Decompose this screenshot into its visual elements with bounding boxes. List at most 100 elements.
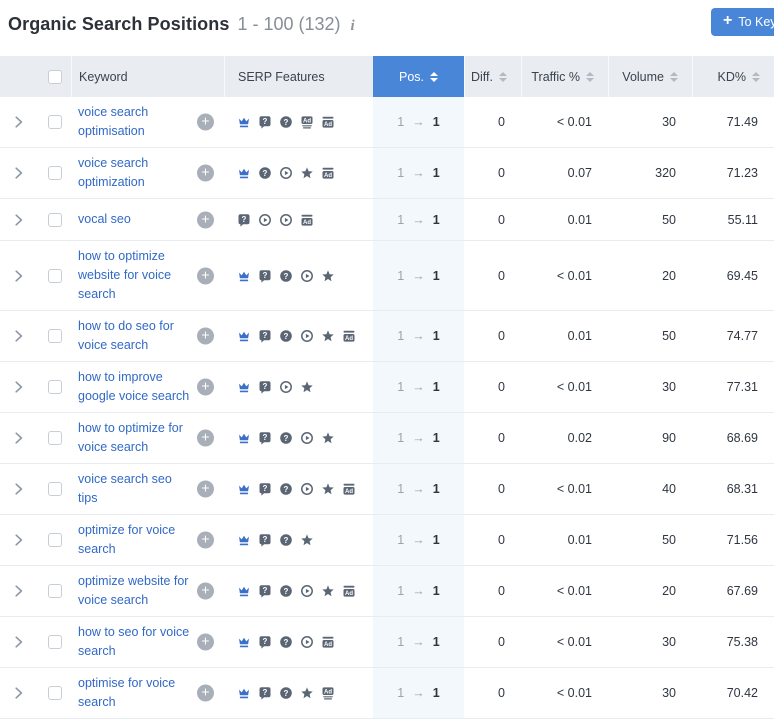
diff-cell: 0 bbox=[498, 584, 505, 598]
faq-icon: ? bbox=[259, 167, 271, 179]
keyword-link[interactable]: voice search optimization bbox=[78, 156, 149, 189]
keyword-link[interactable]: how to do seo for voice search bbox=[78, 319, 174, 352]
add-keyword-button[interactable]: + bbox=[197, 531, 214, 549]
chevron-right-icon[interactable] bbox=[15, 534, 23, 546]
column-header-diff[interactable]: Diff. bbox=[464, 56, 521, 97]
featured-snippet-icon bbox=[239, 484, 249, 495]
chevron-right-icon[interactable] bbox=[15, 432, 23, 444]
expand-row-cell bbox=[0, 566, 38, 616]
keyword-link[interactable]: optimize website for voice search bbox=[78, 574, 189, 607]
sort-icon bbox=[430, 71, 438, 82]
keyword-link[interactable]: voice search seo tips bbox=[78, 472, 172, 505]
add-keyword-button[interactable]: + bbox=[197, 211, 214, 228]
serp-features-cell: ? Ad bbox=[224, 148, 373, 198]
add-keyword-button[interactable]: + bbox=[197, 164, 214, 182]
svg-text:?: ? bbox=[263, 688, 268, 697]
svg-text:?: ? bbox=[284, 485, 289, 494]
keyword-link[interactable]: vocal seo bbox=[78, 212, 131, 226]
reviews-icon bbox=[322, 585, 334, 597]
diff-cell: 0 bbox=[498, 482, 505, 496]
position-current: 1 bbox=[432, 166, 440, 180]
keyword-cell: how to seo for voice search + bbox=[71, 617, 224, 667]
position-current: 1 bbox=[432, 686, 440, 700]
add-keyword-button[interactable]: + bbox=[197, 429, 214, 447]
row-checkbox[interactable] bbox=[47, 584, 62, 598]
featured-snippet-icon bbox=[239, 271, 249, 281]
row-checkbox[interactable] bbox=[47, 380, 62, 394]
traffic-cell: < 0.01 bbox=[556, 380, 592, 394]
row-checkbox[interactable] bbox=[47, 166, 62, 180]
svg-text:?: ? bbox=[284, 272, 289, 281]
add-keyword-button[interactable]: + bbox=[197, 113, 214, 131]
keyword-link[interactable]: how to improve google voice search bbox=[78, 370, 190, 403]
add-keyword-button[interactable]: + bbox=[197, 582, 214, 600]
keyword-link[interactable]: optimise for voice search bbox=[78, 676, 176, 709]
row-checkbox[interactable] bbox=[47, 329, 62, 343]
table-body: voice search optimisation + ?? Ad Ad 1 → 1… bbox=[0, 97, 774, 719]
ads-top-icon: Ad bbox=[322, 636, 334, 648]
chevron-right-icon[interactable] bbox=[15, 167, 23, 179]
chevron-right-icon[interactable] bbox=[15, 381, 23, 393]
chevron-right-icon[interactable] bbox=[15, 636, 23, 648]
column-header-pos[interactable]: Pos. bbox=[373, 56, 464, 97]
keyword-link[interactable]: optimize for voice search bbox=[78, 523, 176, 556]
select-all-checkbox[interactable] bbox=[47, 69, 62, 84]
row-checkbox[interactable] bbox=[47, 115, 62, 129]
position-cell: 1 → 1 bbox=[373, 668, 464, 718]
column-header-keyword[interactable]: Keyword bbox=[71, 56, 224, 97]
row-checkbox[interactable] bbox=[47, 268, 62, 283]
column-header-traffic[interactable]: Traffic % bbox=[521, 56, 608, 97]
reviews-icon bbox=[301, 687, 313, 699]
keyword-link[interactable]: how to optimize for voice search bbox=[78, 421, 183, 454]
column-header-volume[interactable]: Volume bbox=[608, 56, 692, 97]
ads-top-icon: Ad bbox=[322, 167, 334, 179]
chevron-right-icon[interactable] bbox=[15, 213, 23, 226]
chevron-right-icon[interactable] bbox=[15, 330, 23, 342]
add-keyword-button[interactable]: + bbox=[197, 633, 214, 651]
add-keyword-button[interactable]: + bbox=[197, 267, 214, 284]
row-checkbox[interactable] bbox=[47, 482, 62, 496]
diff-cell: 0 bbox=[498, 686, 505, 700]
row-checkbox[interactable] bbox=[47, 686, 62, 700]
keyword-link[interactable]: how to seo for voice search bbox=[78, 625, 190, 658]
chevron-right-icon[interactable] bbox=[15, 585, 23, 597]
people-also-ask-icon: ? bbox=[259, 585, 271, 598]
video-icon bbox=[280, 213, 292, 226]
row-checkbox-cell bbox=[38, 413, 71, 463]
row-checkbox[interactable] bbox=[47, 212, 62, 227]
add-keyword-button[interactable]: + bbox=[197, 480, 214, 498]
add-keyword-button[interactable]: + bbox=[197, 684, 214, 702]
position-previous: 1 bbox=[397, 212, 405, 227]
arrow-right-icon: → bbox=[412, 115, 425, 129]
to-keywords-button[interactable]: + To Key bbox=[711, 8, 774, 36]
faq-icon: ? bbox=[280, 483, 292, 495]
chevron-right-icon[interactable] bbox=[15, 269, 23, 282]
chevron-right-icon[interactable] bbox=[15, 116, 23, 128]
video-icon bbox=[301, 330, 313, 342]
chevron-right-icon[interactable] bbox=[15, 687, 23, 699]
svg-text:Ad: Ad bbox=[303, 118, 311, 124]
keyword-link[interactable]: how to optimize website for voice search bbox=[78, 249, 172, 301]
column-header-kd[interactable]: KD% bbox=[692, 56, 774, 97]
keyword-cell: how to optimize website for voice search… bbox=[71, 241, 224, 310]
volume-cell: 30 bbox=[662, 115, 676, 129]
position-current: 1 bbox=[432, 268, 440, 283]
featured-snippet-icon bbox=[239, 331, 249, 342]
keyword-link[interactable]: voice search optimisation bbox=[78, 105, 149, 138]
reviews-icon bbox=[301, 381, 313, 393]
position-previous: 1 bbox=[397, 268, 405, 283]
diff-cell: 0 bbox=[498, 115, 505, 129]
ads-bottom-icon: Ad bbox=[301, 116, 313, 129]
row-checkbox[interactable] bbox=[47, 635, 62, 649]
svg-text:Ad: Ad bbox=[345, 591, 353, 597]
add-keyword-button[interactable]: + bbox=[197, 327, 214, 345]
row-checkbox[interactable] bbox=[47, 533, 62, 547]
info-icon[interactable]: i bbox=[350, 18, 355, 34]
add-keyword-button[interactable]: + bbox=[197, 378, 214, 396]
position-previous: 1 bbox=[397, 329, 405, 343]
svg-text:?: ? bbox=[263, 169, 268, 178]
keyword-cell: optimize for voice search + bbox=[71, 515, 224, 565]
row-checkbox[interactable] bbox=[47, 431, 62, 445]
chevron-right-icon[interactable] bbox=[15, 483, 23, 495]
position-current: 1 bbox=[432, 115, 440, 129]
